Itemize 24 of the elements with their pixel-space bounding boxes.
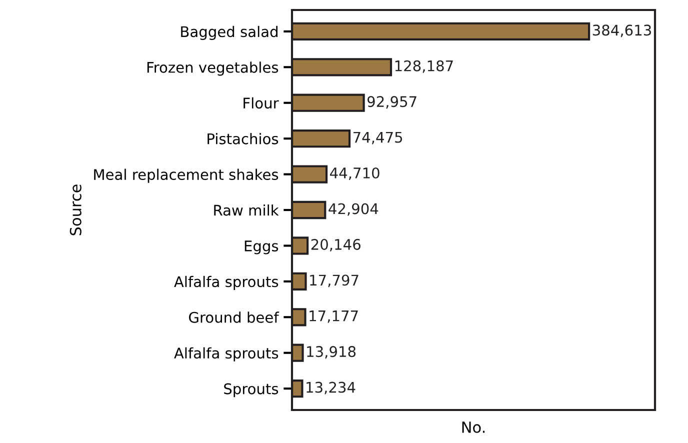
data-label: 74,475 [353, 132, 402, 144]
data-label: 13,918 [307, 346, 356, 359]
y-tick-label: Sprouts [224, 383, 278, 398]
y-tick-label: Flour [244, 97, 279, 109]
y-tick-label: Eggs [244, 240, 278, 254]
y-tick-label: Pistachios [208, 133, 278, 144]
data-label: 92,957 [367, 96, 416, 109]
data-label: 384,613 [592, 24, 651, 38]
y-tick-label: Alfalfa sprouts [174, 347, 278, 362]
y-tick-label: Frozen vegetables [147, 62, 278, 76]
x-axis-title: No. [462, 422, 485, 433]
data-label: 128,187 [395, 60, 453, 73]
data-label: 17,797 [310, 274, 358, 288]
y-tick-label: Alfalfa sprouts [174, 276, 278, 290]
y-tick-label: Ground beef [189, 312, 280, 323]
y-tick-label: Raw milk [214, 204, 279, 216]
data-label: 20,146 [311, 238, 360, 252]
y-tick-label: Meal replacement shakes [94, 168, 278, 183]
data-label: 42,904 [328, 203, 378, 216]
y-tick-label: Bagged salad [181, 26, 278, 40]
y-axis-title: Source [70, 184, 82, 236]
data-label: 44,710 [330, 167, 380, 180]
data-label: 17,177 [310, 310, 358, 323]
data-label: 13,234 [306, 382, 356, 394]
